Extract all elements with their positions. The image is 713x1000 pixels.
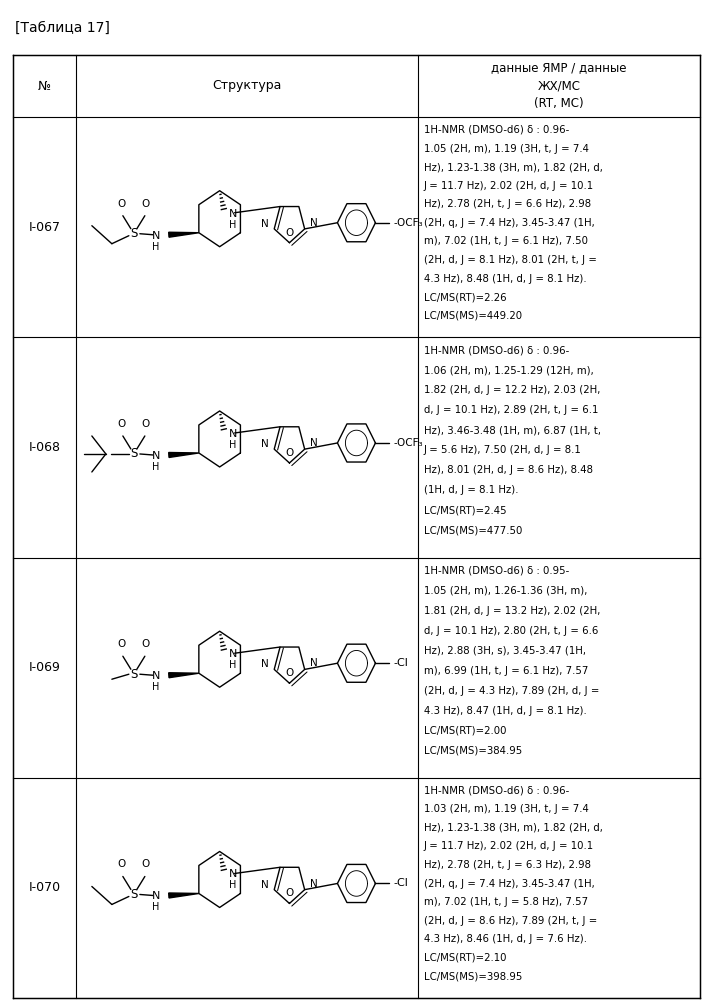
Text: 4.3 Hz), 8.46 (1H, d, J = 7.6 Hz).: 4.3 Hz), 8.46 (1H, d, J = 7.6 Hz). bbox=[424, 934, 587, 944]
Text: O: O bbox=[142, 419, 150, 429]
Text: N: N bbox=[151, 451, 160, 461]
Text: (2H, q, J = 7.4 Hz), 3.45-3.47 (1H,: (2H, q, J = 7.4 Hz), 3.45-3.47 (1H, bbox=[424, 879, 595, 889]
Text: H: H bbox=[229, 220, 236, 230]
Text: -OCF₃: -OCF₃ bbox=[394, 438, 423, 448]
Text: (2H, d, J = 8.1 Hz), 8.01 (2H, t, J =: (2H, d, J = 8.1 Hz), 8.01 (2H, t, J = bbox=[424, 255, 597, 265]
Text: Hz), 1.23-1.38 (3H, m), 1.82 (2H, d,: Hz), 1.23-1.38 (3H, m), 1.82 (2H, d, bbox=[424, 162, 603, 172]
Text: O: O bbox=[285, 448, 294, 458]
Text: I-070: I-070 bbox=[29, 881, 61, 894]
Text: O: O bbox=[142, 859, 150, 869]
Text: N: N bbox=[309, 438, 317, 448]
Text: 1.82 (2H, d, J = 12.2 Hz), 2.03 (2H,: 1.82 (2H, d, J = 12.2 Hz), 2.03 (2H, bbox=[424, 385, 600, 395]
Text: -Cl: -Cl bbox=[394, 878, 409, 888]
Text: H: H bbox=[229, 440, 236, 450]
Text: N: N bbox=[229, 869, 237, 879]
Text: Hz), 2.88 (3H, s), 3.45-3.47 (1H,: Hz), 2.88 (3H, s), 3.45-3.47 (1H, bbox=[424, 646, 586, 656]
Text: S: S bbox=[130, 888, 138, 901]
Text: LC/MS(RT)=2.45: LC/MS(RT)=2.45 bbox=[424, 505, 507, 515]
Text: H: H bbox=[153, 462, 160, 472]
Text: LC/MS(MS)=398.95: LC/MS(MS)=398.95 bbox=[424, 971, 523, 981]
Text: LC/MS(RT)=2.26: LC/MS(RT)=2.26 bbox=[424, 292, 507, 302]
Text: H: H bbox=[153, 242, 160, 252]
Polygon shape bbox=[169, 452, 199, 457]
Text: m), 6.99 (1H, t, J = 6.1 Hz), 7.57: m), 6.99 (1H, t, J = 6.1 Hz), 7.57 bbox=[424, 666, 588, 676]
Text: O: O bbox=[142, 639, 150, 649]
Text: 1H-NMR (DMSO-d6) δ : 0.95-: 1H-NMR (DMSO-d6) δ : 0.95- bbox=[424, 566, 569, 576]
Polygon shape bbox=[169, 232, 199, 237]
Text: m), 7.02 (1H, t, J = 6.1 Hz), 7.50: m), 7.02 (1H, t, J = 6.1 Hz), 7.50 bbox=[424, 236, 588, 246]
Text: LC/MS(RT)=2.00: LC/MS(RT)=2.00 bbox=[424, 726, 506, 736]
Text: S: S bbox=[130, 227, 138, 240]
Text: 1H-NMR (DMSO-d6) δ : 0.96-: 1H-NMR (DMSO-d6) δ : 0.96- bbox=[424, 125, 569, 135]
Text: 4.3 Hz), 8.47 (1H, d, J = 8.1 Hz).: 4.3 Hz), 8.47 (1H, d, J = 8.1 Hz). bbox=[424, 706, 587, 716]
Text: O: O bbox=[142, 199, 150, 209]
Text: J = 11.7 Hz), 2.02 (2H, d, J = 10.1: J = 11.7 Hz), 2.02 (2H, d, J = 10.1 bbox=[424, 181, 594, 191]
Text: 1.81 (2H, d, J = 13.2 Hz), 2.02 (2H,: 1.81 (2H, d, J = 13.2 Hz), 2.02 (2H, bbox=[424, 605, 600, 615]
Text: 1.05 (2H, m), 1.19 (3H, t, J = 7.4: 1.05 (2H, m), 1.19 (3H, t, J = 7.4 bbox=[424, 144, 589, 154]
Text: O: O bbox=[118, 859, 126, 869]
Text: LC/MS(MS)=384.95: LC/MS(MS)=384.95 bbox=[424, 746, 522, 756]
Polygon shape bbox=[169, 893, 199, 898]
Text: H: H bbox=[153, 902, 160, 912]
Text: H: H bbox=[229, 660, 236, 670]
Text: -OCF₃: -OCF₃ bbox=[394, 218, 423, 228]
Text: 1.03 (2H, m), 1.19 (3H, t, J = 7.4: 1.03 (2H, m), 1.19 (3H, t, J = 7.4 bbox=[424, 804, 589, 814]
Text: Hz), 3.46-3.48 (1H, m), 6.87 (1H, t,: Hz), 3.46-3.48 (1H, m), 6.87 (1H, t, bbox=[424, 425, 601, 435]
Text: d, J = 10.1 Hz), 2.89 (2H, t, J = 6.1: d, J = 10.1 Hz), 2.89 (2H, t, J = 6.1 bbox=[424, 405, 598, 415]
Text: 1H-NMR (DMSO-d6) δ : 0.96-: 1H-NMR (DMSO-d6) δ : 0.96- bbox=[424, 345, 569, 355]
Text: N: N bbox=[262, 439, 269, 449]
Text: LC/MS(RT)=2.10: LC/MS(RT)=2.10 bbox=[424, 953, 506, 963]
Text: N: N bbox=[229, 209, 237, 219]
Text: O: O bbox=[285, 668, 294, 678]
Text: N: N bbox=[151, 231, 160, 241]
Text: S: S bbox=[130, 668, 138, 681]
Text: O: O bbox=[285, 228, 294, 238]
Text: 1.05 (2H, m), 1.26-1.36 (3H, m),: 1.05 (2H, m), 1.26-1.36 (3H, m), bbox=[424, 585, 588, 595]
Text: N: N bbox=[309, 658, 317, 668]
Text: Hz), 2.78 (2H, t, J = 6.6 Hz), 2.98: Hz), 2.78 (2H, t, J = 6.6 Hz), 2.98 bbox=[424, 199, 591, 209]
Text: LC/MS(MS)=477.50: LC/MS(MS)=477.50 bbox=[424, 525, 523, 535]
Text: N: N bbox=[309, 879, 317, 889]
Text: H: H bbox=[229, 880, 236, 890]
Text: 1H-NMR (DMSO-d6) δ : 0.96-: 1H-NMR (DMSO-d6) δ : 0.96- bbox=[424, 786, 569, 796]
Polygon shape bbox=[169, 673, 199, 678]
Text: (1H, d, J = 8.1 Hz).: (1H, d, J = 8.1 Hz). bbox=[424, 485, 518, 495]
Text: N: N bbox=[229, 429, 237, 439]
Text: [Таблица 17]: [Таблица 17] bbox=[15, 21, 110, 35]
Text: (2H, q, J = 7.4 Hz), 3.45-3.47 (1H,: (2H, q, J = 7.4 Hz), 3.45-3.47 (1H, bbox=[424, 218, 595, 228]
Text: O: O bbox=[118, 199, 126, 209]
Text: (2H, d, J = 4.3 Hz), 7.89 (2H, d, J =: (2H, d, J = 4.3 Hz), 7.89 (2H, d, J = bbox=[424, 686, 600, 696]
Text: N: N bbox=[151, 671, 160, 681]
Text: m), 7.02 (1H, t, J = 5.8 Hz), 7.57: m), 7.02 (1H, t, J = 5.8 Hz), 7.57 bbox=[424, 897, 588, 907]
Text: (2H, d, J = 8.6 Hz), 7.89 (2H, t, J =: (2H, d, J = 8.6 Hz), 7.89 (2H, t, J = bbox=[424, 916, 597, 926]
Text: J = 11.7 Hz), 2.02 (2H, d, J = 10.1: J = 11.7 Hz), 2.02 (2H, d, J = 10.1 bbox=[424, 841, 594, 851]
Text: -Cl: -Cl bbox=[394, 658, 409, 668]
Text: I-068: I-068 bbox=[29, 441, 61, 454]
Text: O: O bbox=[285, 888, 294, 898]
Text: d, J = 10.1 Hz), 2.80 (2H, t, J = 6.6: d, J = 10.1 Hz), 2.80 (2H, t, J = 6.6 bbox=[424, 626, 598, 636]
Text: N: N bbox=[151, 891, 160, 901]
Text: Hz), 8.01 (2H, d, J = 8.6 Hz), 8.48: Hz), 8.01 (2H, d, J = 8.6 Hz), 8.48 bbox=[424, 465, 593, 475]
Text: O: O bbox=[118, 419, 126, 429]
Text: I-069: I-069 bbox=[29, 661, 61, 674]
Text: N: N bbox=[262, 219, 269, 229]
Text: Структура: Структура bbox=[212, 80, 282, 93]
Text: LC/MS(MS)=449.20: LC/MS(MS)=449.20 bbox=[424, 311, 522, 321]
Text: данные ЯМР / данные
ЖХ/МС
(RT, МС): данные ЯМР / данные ЖХ/МС (RT, МС) bbox=[491, 62, 627, 110]
Text: O: O bbox=[118, 639, 126, 649]
Text: J = 5.6 Hz), 7.50 (2H, d, J = 8.1: J = 5.6 Hz), 7.50 (2H, d, J = 8.1 bbox=[424, 445, 582, 455]
Text: Hz), 2.78 (2H, t, J = 6.3 Hz), 2.98: Hz), 2.78 (2H, t, J = 6.3 Hz), 2.98 bbox=[424, 860, 591, 870]
Text: N: N bbox=[262, 880, 269, 890]
Text: 1.06 (2H, m), 1.25-1.29 (12H, m),: 1.06 (2H, m), 1.25-1.29 (12H, m), bbox=[424, 365, 594, 375]
Text: H: H bbox=[153, 682, 160, 692]
Text: №: № bbox=[38, 80, 51, 93]
Text: 4.3 Hz), 8.48 (1H, d, J = 8.1 Hz).: 4.3 Hz), 8.48 (1H, d, J = 8.1 Hz). bbox=[424, 274, 587, 284]
Text: N: N bbox=[309, 218, 317, 228]
Text: I-067: I-067 bbox=[29, 221, 61, 234]
Text: N: N bbox=[262, 659, 269, 669]
Text: S: S bbox=[130, 447, 138, 460]
Text: N: N bbox=[229, 649, 237, 659]
Text: Hz), 1.23-1.38 (3H, m), 1.82 (2H, d,: Hz), 1.23-1.38 (3H, m), 1.82 (2H, d, bbox=[424, 823, 603, 833]
